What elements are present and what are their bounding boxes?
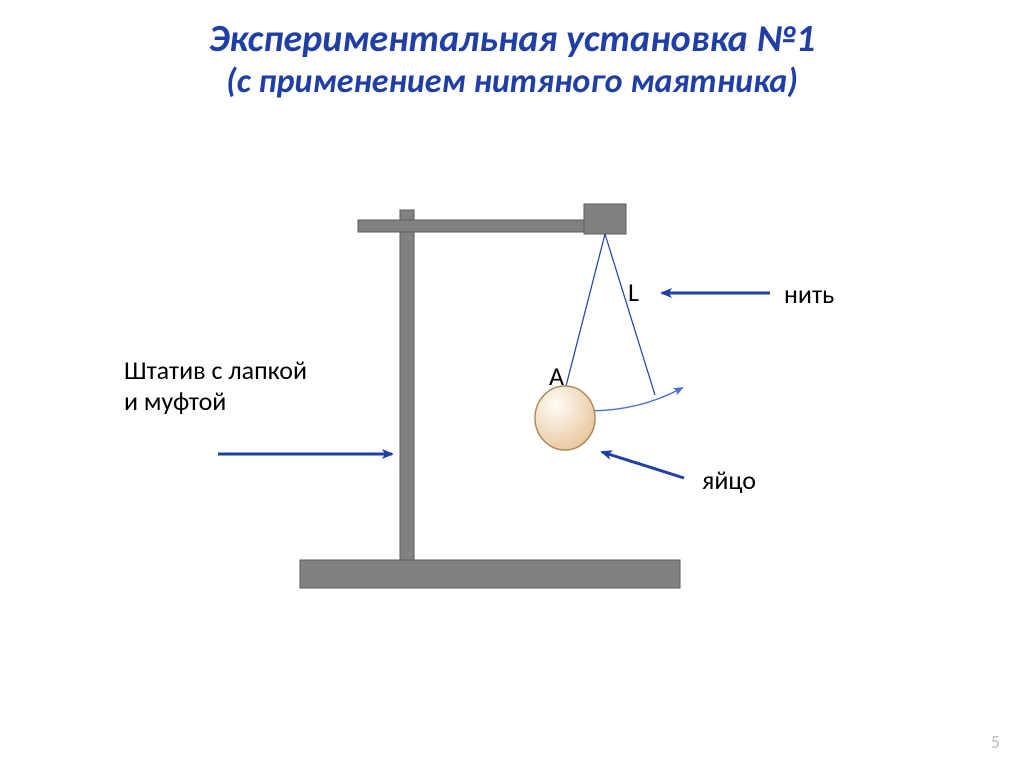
label-A: A bbox=[549, 360, 564, 392]
egg-arrow bbox=[602, 452, 684, 478]
label-thread: нить bbox=[784, 278, 834, 310]
thread-rest bbox=[565, 234, 605, 390]
stand-pole bbox=[400, 210, 414, 560]
egg-bob bbox=[535, 386, 595, 450]
thread-swing bbox=[605, 234, 655, 395]
label-stand-line1: Штатив с лапкой bbox=[124, 354, 307, 386]
label-stand-line2: и муфтой bbox=[124, 385, 226, 417]
label-stand: Штатив с лапкой и муфтой bbox=[124, 355, 307, 417]
page-number: 5 bbox=[991, 731, 1000, 753]
stand-base bbox=[300, 560, 680, 588]
stand-clamp bbox=[584, 204, 626, 234]
label-L: L bbox=[628, 276, 639, 308]
stand-crossbar bbox=[358, 220, 598, 232]
label-egg: яйцо bbox=[702, 464, 756, 496]
